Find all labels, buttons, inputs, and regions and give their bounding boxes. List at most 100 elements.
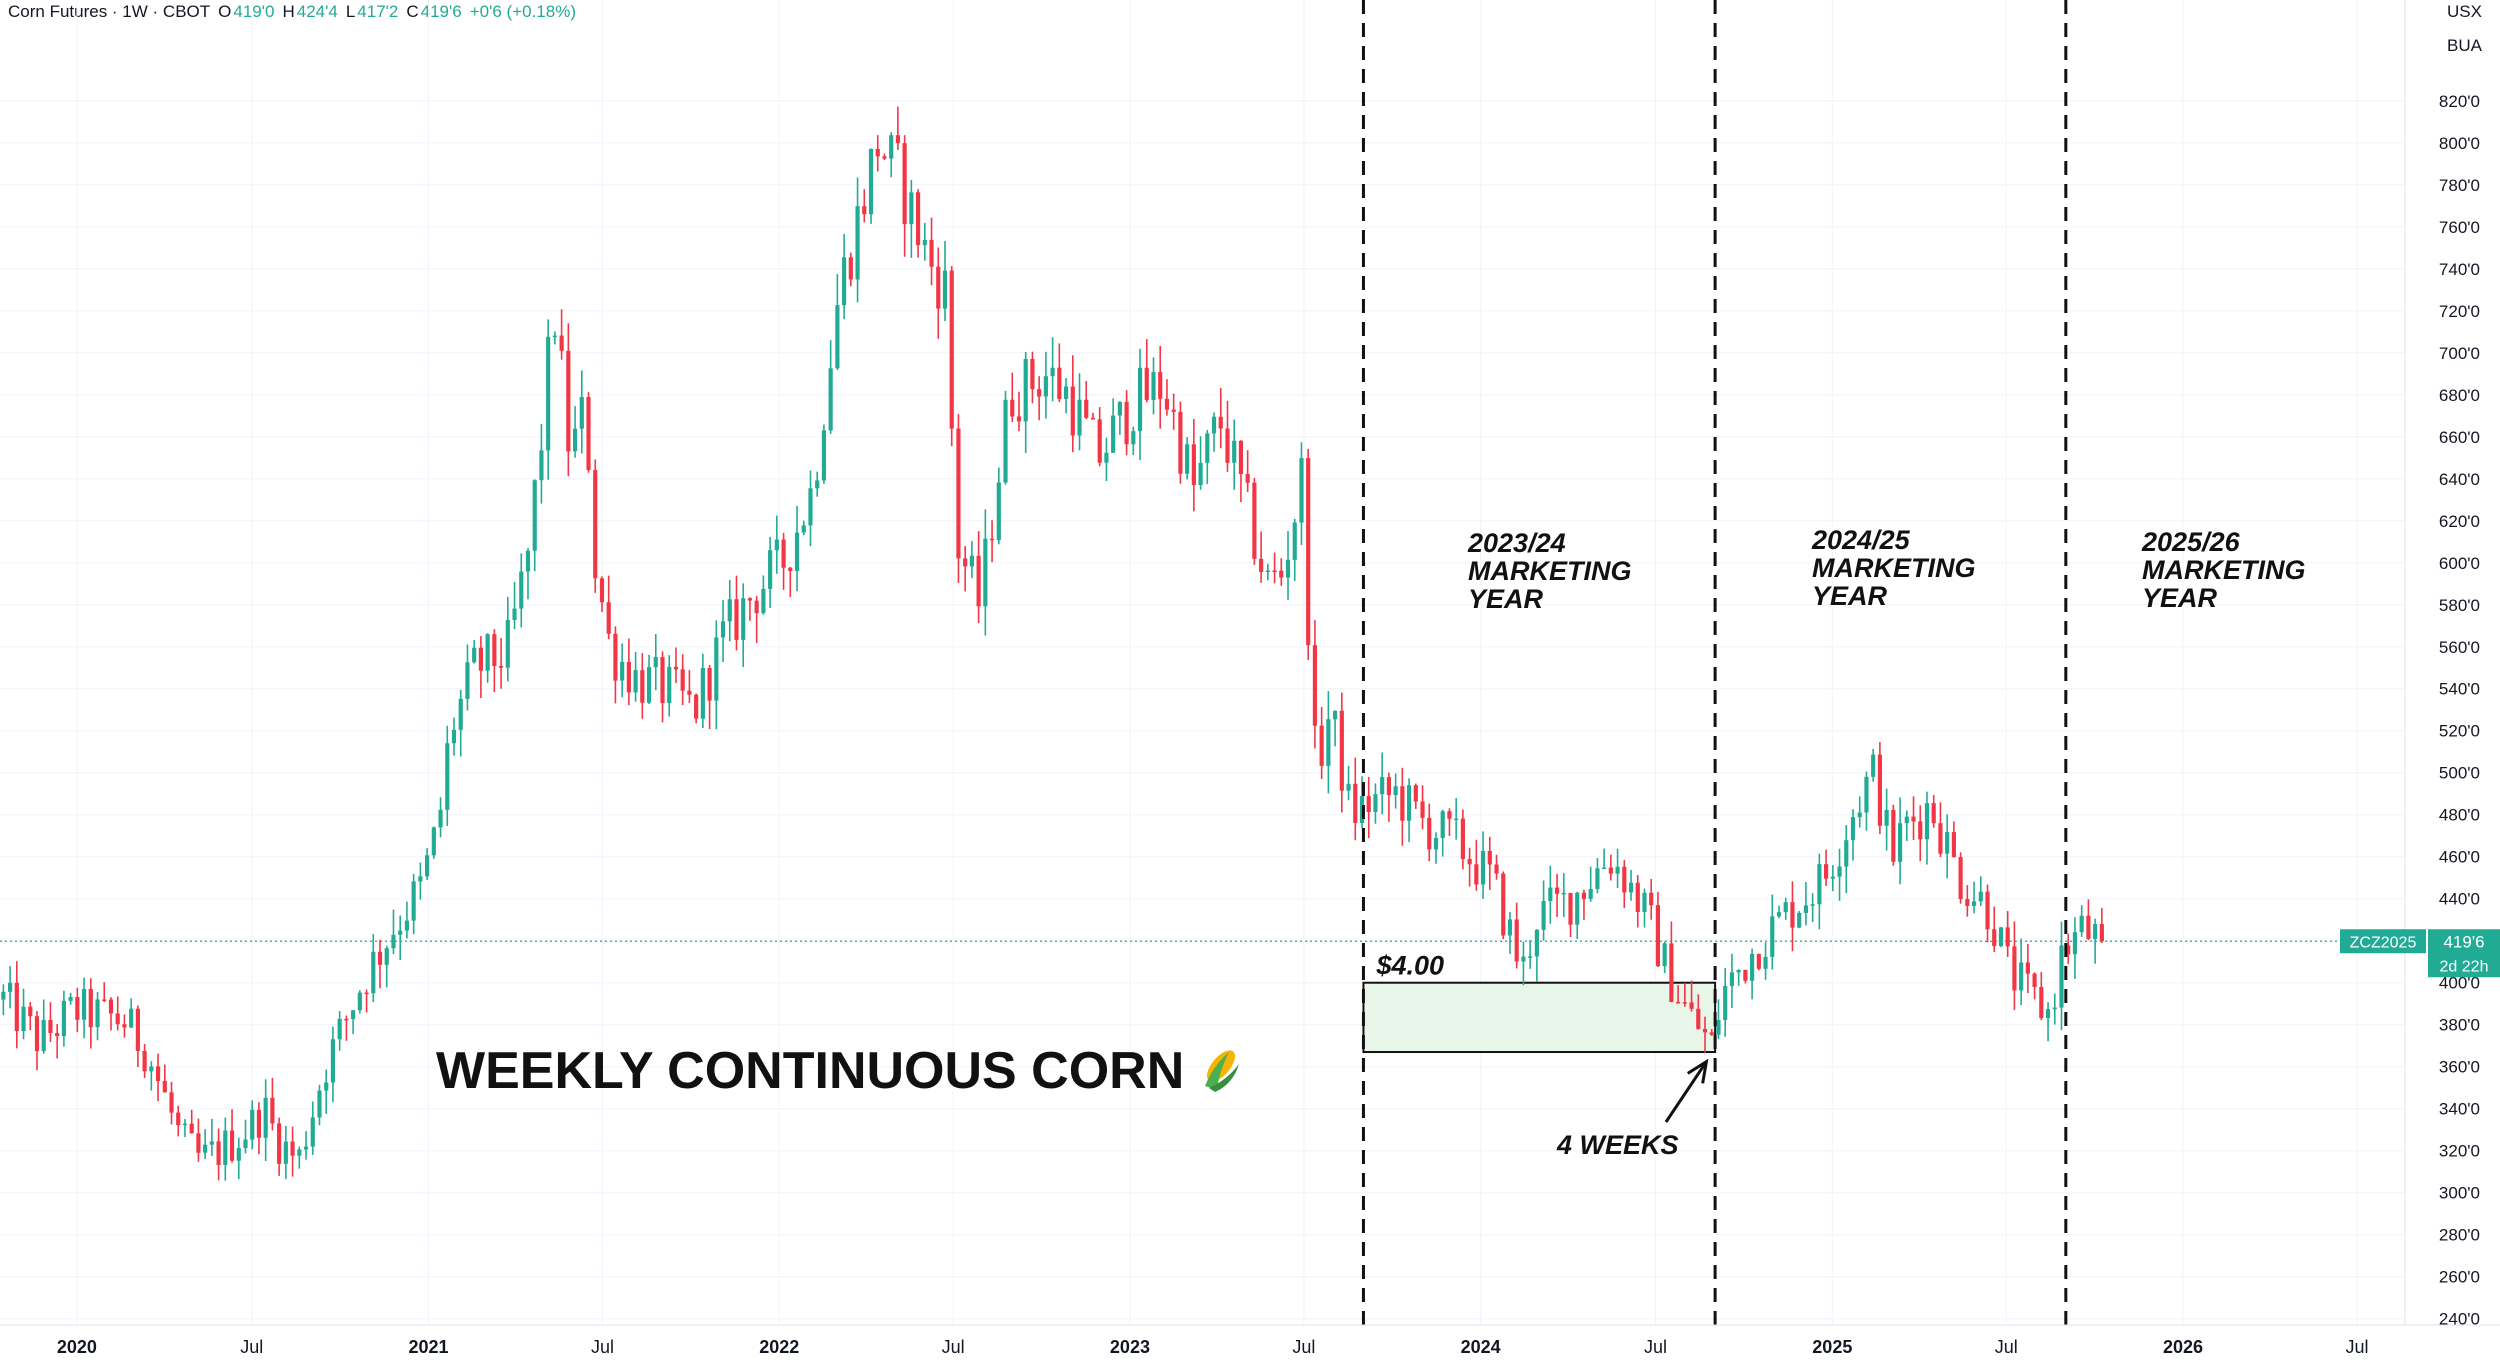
candle-body [1077,399,1082,436]
y-tick-label: 240'0 [2439,1310,2480,1329]
candle-body [324,1082,329,1091]
x-tick-label: Jul [240,1337,263,1357]
candle-body [149,1066,154,1072]
candle-body [2045,1009,2051,1019]
candle-body [438,809,443,828]
candle-body [478,647,483,671]
x-tick-label: Jul [1292,1337,1315,1357]
marketing-year-label: MARKETING [1812,553,1976,583]
candle-body [660,656,665,704]
candle-body [216,1141,221,1165]
candle-body [1696,1008,1701,1029]
candle-body [976,555,981,607]
candle-body [1998,927,2004,947]
candle-body [1554,887,1560,894]
price-tag-box [2428,929,2500,978]
four-weeks-label: 4 WEEKS [1556,1130,1679,1160]
candle-body [1440,811,1445,838]
candle-body [1333,710,1338,720]
candle-body [969,555,974,567]
y-tick-label: 620'0 [2439,512,2480,531]
candle-body [1938,823,1943,854]
candle-body [546,336,551,451]
candle-body [1541,901,1546,930]
candle-body [1877,754,1882,826]
candle-body [1232,440,1237,463]
current-price-label: 419'6 [2443,932,2484,951]
unit-usx[interactable]: USX [2447,2,2482,21]
candle-body [277,1123,282,1164]
candle-body [2059,945,2064,1008]
candle-body [1299,458,1304,523]
candle-body [626,661,631,693]
candle-body [1050,367,1055,377]
candle-body [949,270,954,429]
candle-body [55,1033,60,1037]
candle-body [1689,1002,1694,1009]
candle-body [2032,973,2037,988]
candle-body [687,690,692,695]
candle-body [532,480,537,551]
time-axis[interactable]: 2020 Jul 2021 Jul 2022 Jul 2023 Jul 2024 Jul 2025 J… [0,1324,2500,1357]
candle-body [189,1123,194,1134]
candle-body [303,1146,309,1150]
x-tick-label: Jul [1995,1337,2018,1357]
symbol-tag-box [2340,929,2426,954]
candle-body [1178,411,1183,474]
grid-lines [0,0,2405,1325]
y-tick-label: 480'0 [2439,806,2480,825]
ohlc-high: H 424'4 [282,2,338,21]
candle-body [1965,899,1970,906]
candle-body [1528,956,1533,958]
candle-body [1514,919,1519,962]
symbol-title: Corn Futures · 1W · CBOT [8,2,211,21]
candle-body [808,488,813,526]
candle-body [2066,945,2071,955]
candle-body [135,1008,140,1051]
candle-body [8,982,13,992]
candle-body [404,920,410,931]
candle-body [1676,1001,1681,1004]
candle-body [129,1008,134,1028]
four-dollar-zone [1362,981,1717,1054]
candle-body [1097,419,1102,463]
candle-body [1837,866,1842,877]
candle-body [34,1016,40,1052]
candle-body [1864,776,1869,813]
candle-body [593,470,598,579]
candle-body [1756,953,1761,969]
candle-body [1850,817,1856,841]
candle-body [1716,1020,1721,1035]
y-tick-label: 380'0 [2439,1016,2480,1035]
candle-body [653,656,658,668]
price-axis[interactable]: 240'0 260'0 280'0 300'0 320'0 340'0 360'0 380'0… [2340,0,2500,1329]
candle-body [983,538,988,607]
candle-body [835,305,840,369]
candle-body [1084,399,1089,418]
symbol-legend[interactable]: Corn Futures · 1W · CBOT O 419'0 H 424'4 L… [8,2,576,22]
candle-body [108,999,114,1014]
candle-body [498,665,504,668]
x-tick-label: 2025 [1812,1337,1852,1357]
candle-body [828,368,833,431]
candle-body [1467,858,1472,865]
candle-body [95,999,100,1028]
candle-body [781,539,786,568]
candle-body [1063,386,1069,399]
candle-body [1750,953,1755,981]
candle-body [263,1097,268,1138]
candle-body [673,666,679,670]
candle-body [1581,892,1587,899]
candle-body [1662,943,1667,967]
candle-body [2072,932,2078,955]
y-tick-label: 820'0 [2439,92,2480,111]
candle-body [1420,801,1425,818]
marketing-year-label: MARKETING [2142,555,2306,585]
unit-bua[interactable]: BUA [2447,36,2482,55]
candle-body [875,148,880,157]
candle-body [1211,416,1217,434]
candle-body [1810,904,1815,906]
candle-body [115,1013,120,1025]
